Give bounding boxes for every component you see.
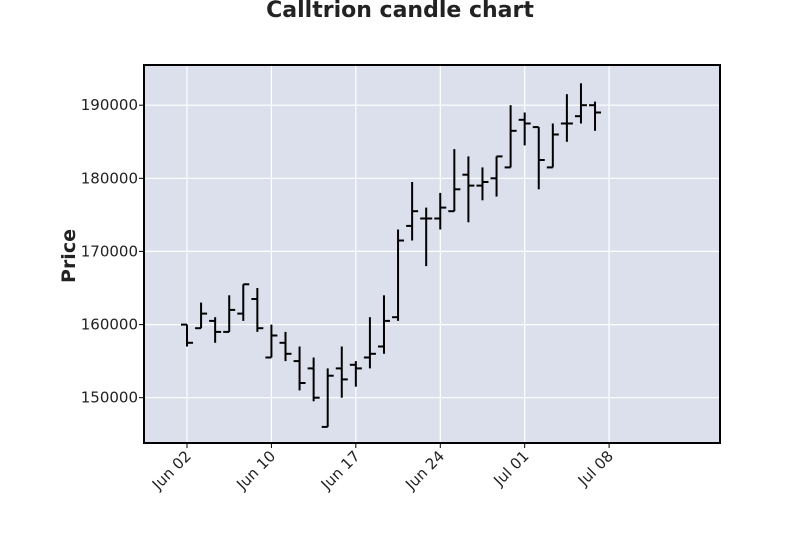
y-tick-label: 180000 bbox=[81, 169, 138, 187]
ohlc-bar bbox=[349, 361, 362, 387]
ohlc-bar bbox=[209, 317, 222, 343]
ohlc-bar bbox=[335, 346, 348, 398]
y-tick-label: 160000 bbox=[81, 316, 138, 334]
ohlc-bar bbox=[476, 167, 489, 201]
x-tick-label: Jun 17 bbox=[317, 447, 364, 494]
chart-title: Calltrion candle chart bbox=[266, 0, 534, 23]
grid bbox=[144, 65, 720, 443]
y-tick-label: 190000 bbox=[81, 96, 138, 114]
ohlc-bar bbox=[279, 331, 292, 362]
ohlc-bar bbox=[420, 207, 433, 267]
plot-frame bbox=[143, 64, 721, 444]
ohlc-bar bbox=[589, 101, 602, 131]
ohlc-bar bbox=[321, 368, 334, 428]
ohlc-bar bbox=[237, 283, 250, 321]
ohlc-bar bbox=[377, 295, 390, 354]
ohlc-bar bbox=[223, 295, 236, 333]
x-tick-label: Jun 02 bbox=[148, 447, 195, 494]
ohlc-bar bbox=[448, 149, 461, 213]
y-axis-label: Price bbox=[58, 229, 80, 283]
x-axis: Jun 02 Jun 10 Jun 17 Jun 24 Jul 01 Jul 08 bbox=[148, 443, 617, 494]
ohlc-bar bbox=[532, 126, 545, 190]
ohlc-bar bbox=[265, 324, 278, 359]
candles bbox=[181, 83, 602, 428]
ohlc-bar bbox=[490, 155, 503, 197]
y-axis: 150000 160000 170000 180000 190000 bbox=[81, 96, 144, 407]
ohlc-bar bbox=[546, 123, 559, 169]
y-tick-label: 170000 bbox=[81, 242, 138, 260]
ohlc-bar bbox=[195, 302, 208, 330]
x-tick-label: Jun 10 bbox=[232, 447, 279, 494]
ohlc-bar bbox=[504, 105, 517, 169]
ohlc-bar bbox=[392, 229, 405, 321]
x-tick-label: Jul 08 bbox=[574, 447, 617, 490]
ohlc-bar bbox=[251, 288, 264, 332]
plot-area bbox=[144, 65, 720, 443]
x-tick-label: Jun 24 bbox=[401, 447, 448, 494]
x-tick-label: Jul 01 bbox=[489, 447, 532, 490]
ohlc-bar bbox=[518, 112, 531, 146]
ohlc-bar bbox=[293, 346, 306, 391]
ohlc-bar bbox=[363, 317, 376, 369]
ohlc-bar bbox=[307, 357, 320, 402]
ohlc-bar bbox=[462, 156, 475, 223]
ohlc-bar bbox=[434, 192, 447, 230]
ohlc-bar bbox=[560, 94, 573, 142]
ohlc-bar bbox=[406, 182, 419, 241]
ohlc-bar bbox=[574, 83, 587, 124]
ohlc-bar bbox=[181, 323, 193, 347]
y-tick-label: 150000 bbox=[81, 389, 138, 407]
